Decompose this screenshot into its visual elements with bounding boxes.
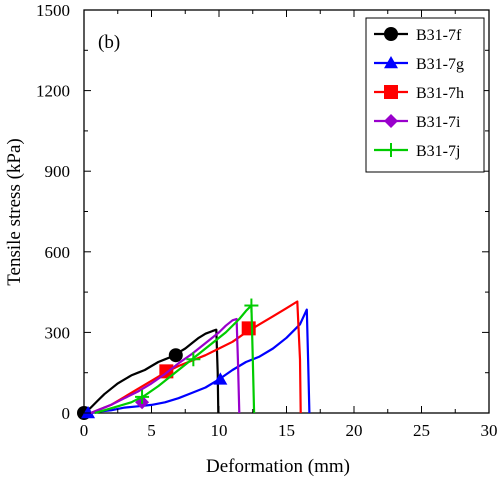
legend: B31-7f B31-7g B31-7h B31-7i B31-7j xyxy=(365,17,485,173)
legend-entry: B31-7g xyxy=(374,56,464,73)
y-tick-label: 600 xyxy=(45,243,71,262)
series-line-B31-7f xyxy=(83,328,220,414)
legend-label: B31-7f xyxy=(416,27,462,44)
data-point-B31-7j xyxy=(135,389,150,404)
legend-marker xyxy=(384,27,398,41)
x-tick-label: 0 xyxy=(80,421,89,440)
legend-entry: B31-7h xyxy=(374,85,464,102)
y-tick-label: 1500 xyxy=(36,1,70,20)
data-point-B31-7j xyxy=(244,298,259,313)
legend-marker xyxy=(384,85,398,99)
y-tick-label: 900 xyxy=(45,162,71,181)
series-B31-7j xyxy=(94,298,259,415)
data-point-B31-7g xyxy=(81,406,96,419)
legend-entry: B31-7f xyxy=(374,27,462,44)
data-point-B31-7f xyxy=(168,348,183,363)
x-axis-label: Deformation (mm) xyxy=(206,456,350,477)
panel-label: (b) xyxy=(98,32,120,53)
x-tick-label: 10 xyxy=(211,421,228,440)
x-tick-label: 15 xyxy=(278,421,295,440)
data-point-B31-7h xyxy=(241,321,256,336)
legend-entry: B31-7i xyxy=(374,114,461,131)
x-tick-label: 30 xyxy=(481,421,498,440)
series-line-B31-7h xyxy=(90,300,302,415)
series-B31-7f xyxy=(77,328,220,420)
legend-label: B31-7j xyxy=(416,143,460,160)
data-point-B31-7g xyxy=(213,372,228,385)
legend-marker xyxy=(384,56,398,69)
y-tick-label: 1200 xyxy=(36,82,70,101)
legend-label: B31-7g xyxy=(416,56,464,73)
legend-entry: B31-7j xyxy=(374,143,460,160)
x-tick-label: 20 xyxy=(346,421,363,440)
y-axis-label: Tensile stress (kPa) xyxy=(4,138,25,285)
x-tick-label: 5 xyxy=(147,421,156,440)
legend-label: B31-7i xyxy=(416,114,461,131)
series-line-B31-7i xyxy=(90,317,241,415)
y-tick-label: 0 xyxy=(62,404,71,423)
data-point-B31-7j xyxy=(186,352,201,367)
series-layer xyxy=(77,298,311,420)
y-tick-label: 300 xyxy=(45,323,71,342)
x-tick-label: 25 xyxy=(413,421,430,440)
legend-marker xyxy=(384,143,398,157)
legend-marker xyxy=(384,114,398,128)
legend-label: B31-7h xyxy=(416,85,464,102)
